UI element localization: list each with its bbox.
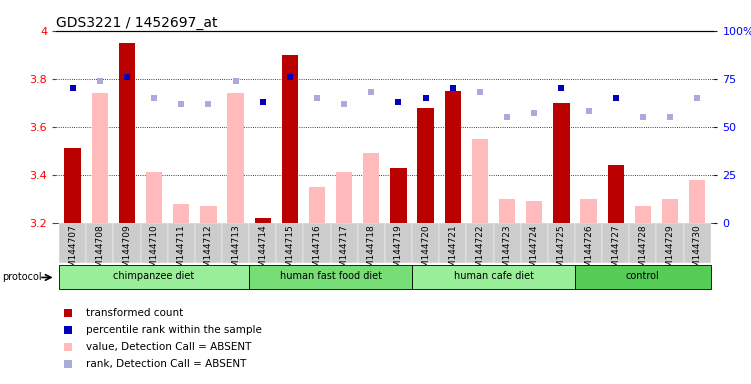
Bar: [445, 91, 461, 223]
Text: GSM144721: GSM144721: [448, 225, 457, 280]
Text: GSM144719: GSM144719: [394, 225, 403, 280]
Text: GSM144717: GSM144717: [339, 225, 348, 280]
Bar: [201, 206, 216, 223]
Bar: [59, 223, 86, 263]
Bar: [629, 223, 656, 263]
Bar: [357, 223, 385, 263]
Bar: [466, 223, 493, 263]
Bar: [472, 139, 488, 223]
Bar: [689, 180, 705, 223]
Text: protocol: protocol: [2, 272, 42, 282]
Text: GSM144720: GSM144720: [421, 225, 430, 280]
Text: GSM144712: GSM144712: [204, 225, 213, 280]
Bar: [602, 223, 629, 263]
Bar: [249, 265, 412, 289]
Text: GSM144716: GSM144716: [312, 225, 321, 280]
Text: GSM144708: GSM144708: [95, 225, 104, 280]
Bar: [499, 199, 515, 223]
Text: percentile rank within the sample: percentile rank within the sample: [86, 325, 262, 335]
Text: GSM144707: GSM144707: [68, 225, 77, 280]
Bar: [575, 265, 710, 289]
Text: human fast food diet: human fast food diet: [279, 271, 382, 281]
Bar: [276, 223, 303, 263]
Bar: [553, 103, 569, 223]
Bar: [173, 204, 189, 223]
Bar: [662, 199, 678, 223]
Text: GSM144728: GSM144728: [638, 225, 647, 280]
Bar: [249, 223, 276, 263]
Text: GSM144710: GSM144710: [149, 225, 158, 280]
Bar: [635, 206, 651, 223]
Bar: [330, 223, 357, 263]
Text: GSM144725: GSM144725: [557, 225, 566, 280]
Bar: [86, 223, 113, 263]
Bar: [575, 223, 602, 263]
Text: human cafe diet: human cafe diet: [454, 271, 533, 281]
Bar: [608, 165, 624, 223]
Bar: [385, 223, 412, 263]
Text: rank, Detection Call = ABSENT: rank, Detection Call = ABSENT: [86, 359, 246, 369]
Text: GSM144723: GSM144723: [502, 225, 511, 280]
Bar: [520, 223, 547, 263]
Bar: [282, 55, 298, 223]
Bar: [412, 223, 439, 263]
Bar: [493, 223, 520, 263]
Text: GSM144709: GSM144709: [122, 225, 131, 280]
Bar: [119, 43, 135, 223]
Text: GSM144722: GSM144722: [475, 225, 484, 279]
Bar: [439, 223, 466, 263]
Bar: [656, 223, 683, 263]
Bar: [418, 108, 434, 223]
Bar: [309, 187, 325, 223]
Bar: [228, 93, 243, 223]
Text: value, Detection Call = ABSENT: value, Detection Call = ABSENT: [86, 342, 252, 352]
Text: GDS3221 / 1452697_at: GDS3221 / 1452697_at: [56, 16, 218, 30]
Text: transformed count: transformed count: [86, 308, 183, 318]
Bar: [59, 265, 249, 289]
Text: GSM144711: GSM144711: [176, 225, 185, 280]
Bar: [336, 172, 352, 223]
Text: GSM144724: GSM144724: [529, 225, 538, 279]
Text: GSM144730: GSM144730: [692, 225, 701, 280]
Bar: [391, 167, 406, 223]
Bar: [526, 201, 542, 223]
Text: GSM144718: GSM144718: [366, 225, 376, 280]
Text: GSM144729: GSM144729: [665, 225, 674, 280]
Text: GSM144714: GSM144714: [258, 225, 267, 280]
Bar: [412, 265, 575, 289]
Bar: [195, 223, 222, 263]
Bar: [65, 148, 81, 223]
Bar: [255, 218, 271, 223]
Bar: [581, 199, 597, 223]
Bar: [113, 223, 140, 263]
Bar: [547, 223, 575, 263]
Text: GSM144715: GSM144715: [285, 225, 294, 280]
Text: control: control: [626, 271, 659, 281]
Bar: [222, 223, 249, 263]
Text: chimpanzee diet: chimpanzee diet: [113, 271, 195, 281]
Bar: [683, 223, 710, 263]
Bar: [140, 223, 167, 263]
Text: GSM144726: GSM144726: [584, 225, 593, 280]
Text: GSM144727: GSM144727: [611, 225, 620, 280]
Bar: [303, 223, 330, 263]
Bar: [92, 93, 108, 223]
Bar: [146, 172, 162, 223]
Text: GSM144713: GSM144713: [231, 225, 240, 280]
Bar: [167, 223, 195, 263]
Bar: [363, 153, 379, 223]
